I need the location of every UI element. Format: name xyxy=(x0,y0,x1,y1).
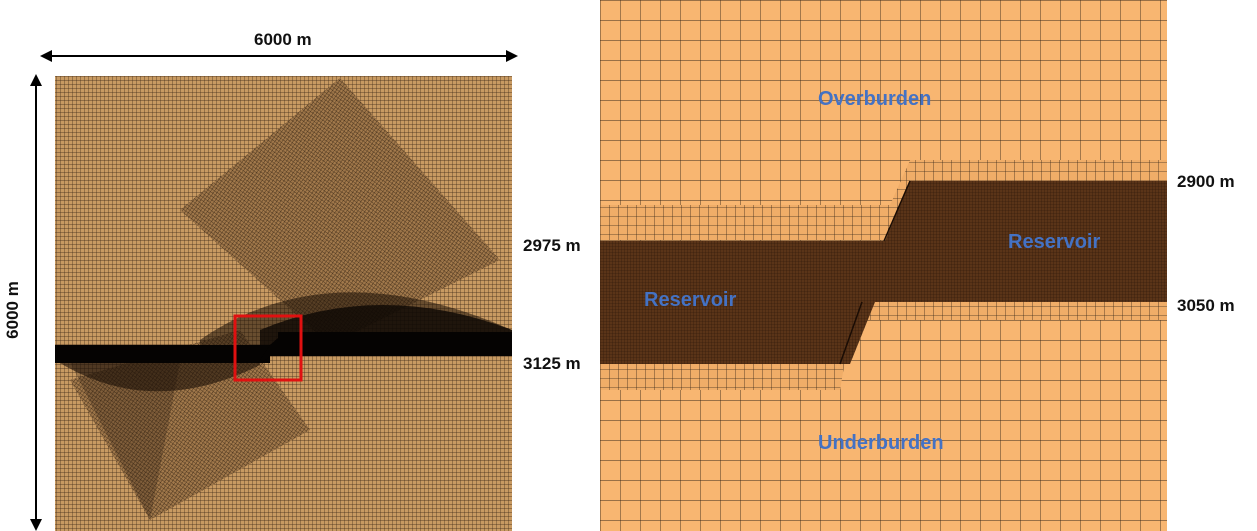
overburden-label: Overburden xyxy=(818,88,932,110)
depth-label-3050: 3050 m xyxy=(1177,296,1235,315)
overview-diagram xyxy=(30,50,518,531)
width-label: 6000 m xyxy=(254,30,312,49)
zoom-region-box xyxy=(233,314,303,382)
lower-transition-mesh xyxy=(600,302,1167,390)
reservoir-right-block xyxy=(862,181,1167,302)
depth-label-3125: 3125 m xyxy=(523,354,581,373)
overview-mesh xyxy=(55,76,512,531)
depth-label-2900: 2900 m xyxy=(1177,172,1235,191)
reservoir-left-label: Reservoir xyxy=(644,289,737,311)
width-dimension-arrow xyxy=(40,50,518,62)
zoomed-mesh-diagram xyxy=(600,0,1167,531)
reservoir-right-label: Reservoir xyxy=(1008,231,1101,253)
underburden-label: Underburden xyxy=(818,432,944,454)
upper-transition-mesh xyxy=(600,160,1167,240)
height-label: 6000 m xyxy=(3,281,22,339)
reservoir-left-block xyxy=(600,241,890,364)
height-dimension-arrow xyxy=(30,74,42,531)
depth-label-2975: 2975 m xyxy=(523,236,581,255)
